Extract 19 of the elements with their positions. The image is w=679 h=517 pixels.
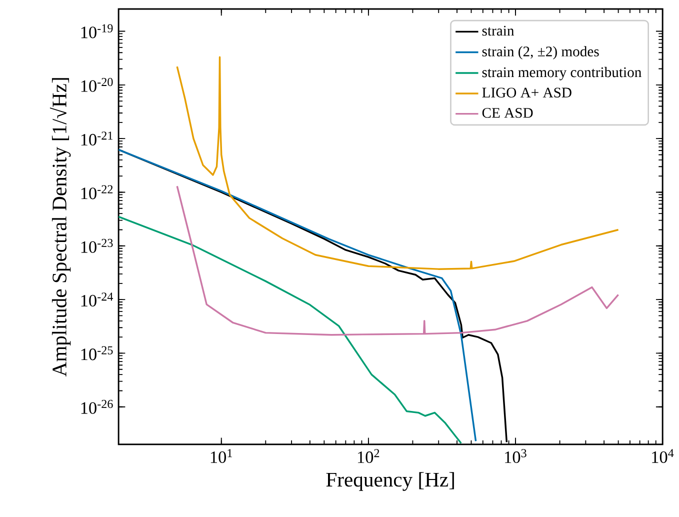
- legend-label: strain: [482, 26, 514, 36]
- y-tick-label: 10$^{-19}$: [81, 24, 113, 38]
- x-tick-label: 10$^{2}$: [358, 449, 380, 463]
- y-tick-label: 10$^{-23}$: [81, 238, 113, 253]
- legend-label: strain memory contribution: [482, 66, 642, 80]
- legend-label: CE ASD: [482, 108, 533, 118]
- x-tick-label: 10$^{3}$: [505, 449, 526, 463]
- y-tick-label: 10$^{-21}$: [81, 132, 112, 146]
- x-tick-label: 10$^{4}$: [652, 449, 674, 463]
- y-tick-label: 10$^{-20}$: [81, 78, 113, 92]
- legend-label: strain (2, ±2) modes: [482, 46, 599, 60]
- y-tick-label: 10$^{-22}$: [81, 185, 113, 200]
- y-tick-label: 10$^{-26}$: [81, 400, 113, 414]
- legend-label: LIGO A+ ASD: [482, 88, 572, 98]
- y-axis-title: Amplitude Spectral Density [1/√Hz]: [50, 78, 71, 376]
- y-tick-label: 10$^{-24}$: [81, 292, 114, 306]
- y-tick-label: 10$^{-25}$: [81, 346, 113, 360]
- x-tick-label: 10$^{1}$: [210, 449, 232, 463]
- x-axis-title: Frequency [Hz]: [326, 472, 454, 491]
